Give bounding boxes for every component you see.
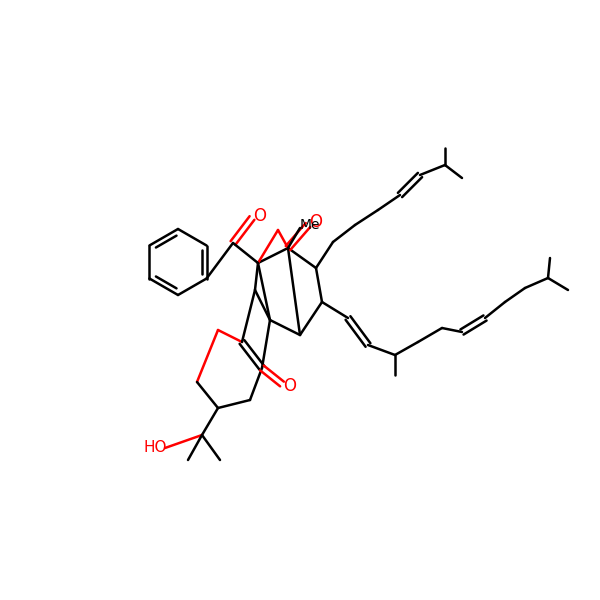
Text: O: O xyxy=(254,207,266,225)
Text: O: O xyxy=(284,377,296,395)
Text: Me: Me xyxy=(300,218,320,232)
Text: HO: HO xyxy=(143,440,167,455)
Text: O: O xyxy=(310,213,323,231)
